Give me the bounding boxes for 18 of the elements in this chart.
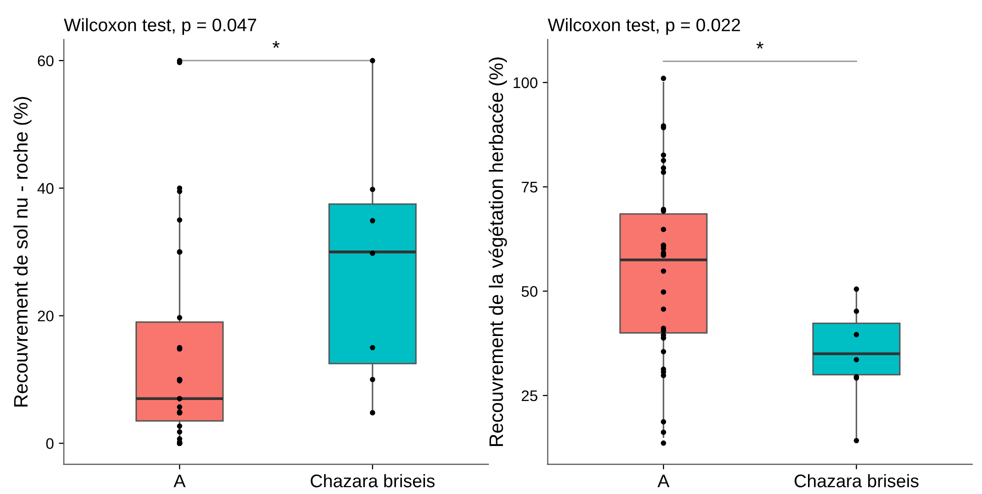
x-tick-label: Chazara briseis	[310, 474, 435, 488]
x-tick-label: A	[657, 474, 670, 488]
y-tick-label: 0	[46, 438, 54, 449]
x-tick-label: Chazara briseis	[794, 474, 918, 488]
y-axis-title: Recouvrement de la végétation herbacée (%)	[488, 57, 507, 446]
y-tick-label: 40	[37, 183, 54, 194]
y-axis-title: Recouvrement de sol nu - roche (%)	[13, 96, 32, 406]
chart-title: Wilcoxon test, p = 0.047	[64, 18, 256, 35]
x-tick-label: A	[174, 474, 186, 488]
y-tick-label: 20	[38, 310, 54, 322]
y-tick-label: 75	[522, 182, 538, 193]
annotation: *	[272, 41, 280, 48]
y-tick-label: 50	[522, 286, 538, 297]
chart-title: Wilcoxon test, p = 0.022	[548, 18, 740, 35]
annotation: *	[756, 42, 764, 49]
y-tick-label: 25	[522, 390, 538, 402]
y-tick-label: 60	[38, 55, 54, 66]
y-tick-label: 100	[514, 77, 538, 88]
